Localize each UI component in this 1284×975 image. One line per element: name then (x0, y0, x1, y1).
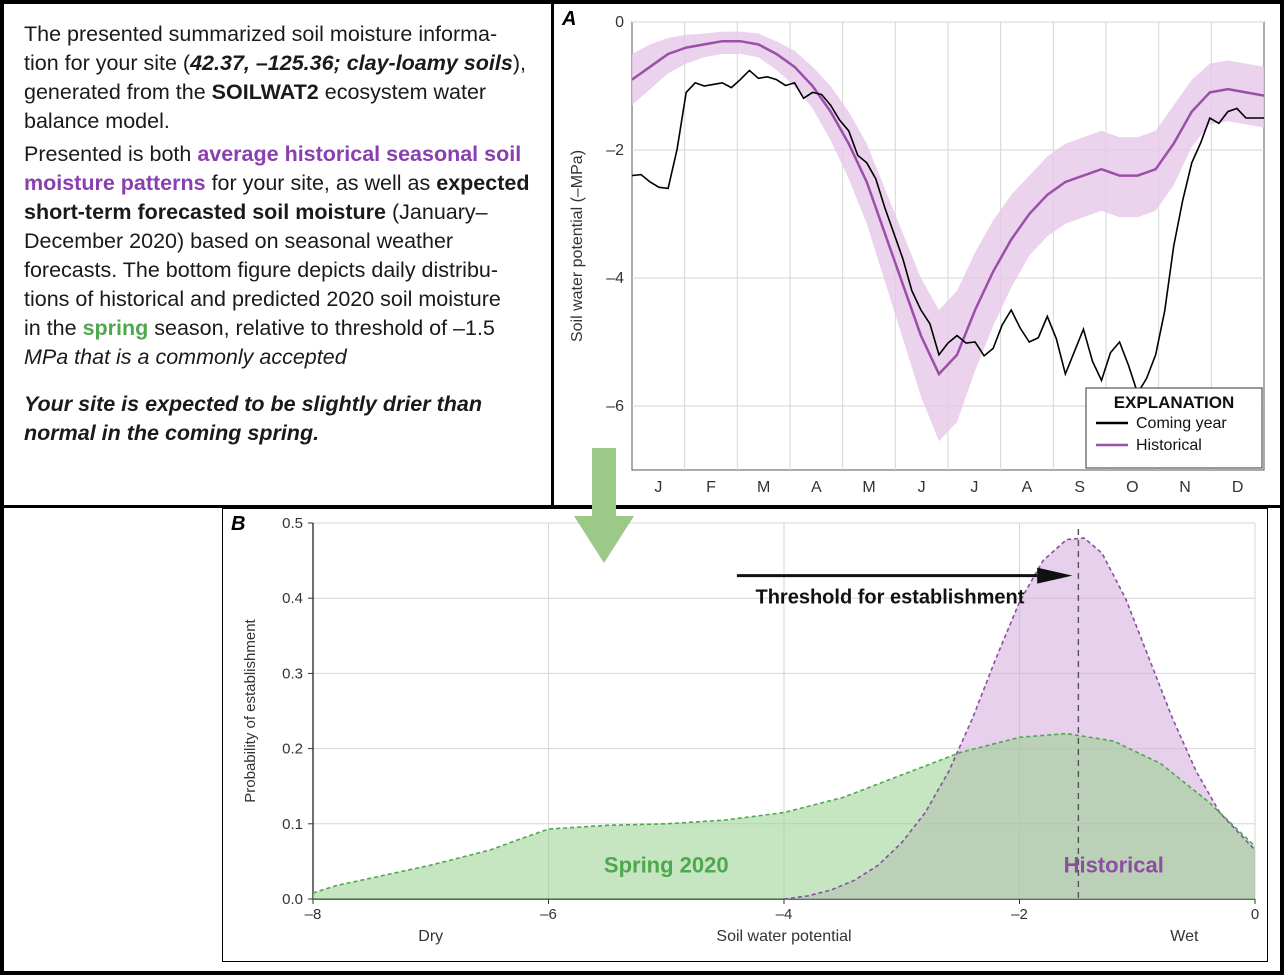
text: ecosystem water (319, 80, 486, 104)
text: season, relative to threshold of –1.5 (148, 316, 495, 340)
description-panel: The presented summarized soil moisture i… (4, 4, 554, 505)
text: MPa that is a commonly accepted (24, 345, 347, 369)
text: tion for your site ( (24, 51, 190, 75)
text: for your site, as well as (206, 171, 437, 195)
svg-text:–6: –6 (540, 906, 557, 923)
svg-text:A: A (1022, 479, 1033, 496)
svg-text:Probability of establishment: Probability of establishment (242, 618, 259, 802)
site-coords: 42.37, –125.36; clay-loamy soils (190, 51, 513, 75)
svg-text:Historical: Historical (1136, 437, 1202, 454)
text: Presented is both (24, 142, 197, 166)
svg-text:N: N (1179, 479, 1191, 496)
svg-text:–2: –2 (606, 142, 624, 159)
svg-text:D: D (1232, 479, 1244, 496)
text: (January– (386, 200, 488, 224)
svg-text:0.5: 0.5 (282, 515, 303, 532)
text: tions of historical and predicted 2020 s… (24, 287, 501, 311)
svg-text:M: M (862, 479, 875, 496)
svg-text:J: J (970, 479, 978, 496)
svg-text:S: S (1074, 479, 1085, 496)
para-2: Presented is both average historical sea… (24, 140, 531, 372)
model-name: SOILWAT2 (212, 80, 319, 104)
svg-text:F: F (706, 479, 716, 496)
svg-text:0.0: 0.0 (282, 891, 303, 908)
svg-text:0.3: 0.3 (282, 665, 303, 682)
svg-text:0.1: 0.1 (282, 816, 303, 833)
svg-text:EXPLANATION: EXPLANATION (1114, 393, 1235, 412)
svg-text:Wet: Wet (1170, 928, 1199, 945)
text: in the (24, 316, 83, 340)
svg-text:–6: –6 (606, 398, 624, 415)
svg-text:Historical: Historical (1064, 853, 1164, 878)
svg-text:Dry: Dry (418, 928, 443, 945)
svg-text:A: A (811, 479, 822, 496)
svg-text:J: J (654, 479, 662, 496)
svg-text:Soil water potential: Soil water potential (716, 928, 851, 945)
chart-a-svg: 0 –2 –4 –6 J F M A M J J A S O N D Soil water potential … (554, 4, 1278, 504)
text: December 2020) based on seasonal weather (24, 229, 453, 253)
svg-text:0: 0 (615, 14, 624, 31)
svg-text:–2: –2 (1011, 906, 1028, 923)
svg-text:Soil water potential (–MPa): Soil water potential (–MPa) (569, 150, 586, 342)
text: forecasts. The bottom figure depicts dai… (24, 258, 498, 282)
top-row: The presented summarized soil moisture i… (4, 4, 1280, 508)
svg-text:M: M (757, 479, 770, 496)
svg-text:0.2: 0.2 (282, 741, 303, 758)
chart-b: B 0.0 0.1 0.2 0.3 0.4 0.5 –8 –6 –4 –2 0 Threshold f… (222, 508, 1268, 962)
text: ), (513, 51, 526, 75)
text: balance model. (24, 109, 170, 133)
para-1: The presented summarized soil moisture i… (24, 20, 531, 136)
panel-a-label: A (562, 8, 576, 31)
text: The presented summarized soil moisture i… (24, 22, 497, 46)
chart-a: A 0 –2 –4 –6 J F M A M J J A S O N D Soil water potentia… (554, 4, 1280, 505)
figure-container: The presented summarized soil moisture i… (0, 0, 1284, 975)
svg-text:J: J (918, 479, 926, 496)
text: generated from the (24, 80, 212, 104)
chart-b-svg: 0.0 0.1 0.2 0.3 0.4 0.5 –8 –6 –4 –2 0 Threshold for… (223, 509, 1273, 961)
svg-text:–4: –4 (776, 906, 793, 923)
svg-text:Coming year: Coming year (1136, 415, 1227, 432)
svg-text:Threshold for establishment: Threshold for establishment (756, 587, 1025, 609)
svg-text:Spring 2020: Spring 2020 (604, 853, 729, 878)
svg-text:0: 0 (1251, 906, 1259, 923)
svg-text:–8: –8 (305, 906, 322, 923)
svg-text:O: O (1126, 479, 1138, 496)
arrow-down-icon (564, 448, 644, 573)
conclusion: Your site is expected to be slightly dri… (24, 390, 531, 448)
svg-text:–4: –4 (606, 270, 624, 287)
spring-word: spring (83, 316, 149, 340)
svg-text:0.4: 0.4 (282, 590, 303, 607)
chart-b-wrap: B 0.0 0.1 0.2 0.3 0.4 0.5 –8 –6 –4 –2 0 Threshold f… (4, 508, 1280, 972)
panel-b-label: B (231, 513, 245, 536)
